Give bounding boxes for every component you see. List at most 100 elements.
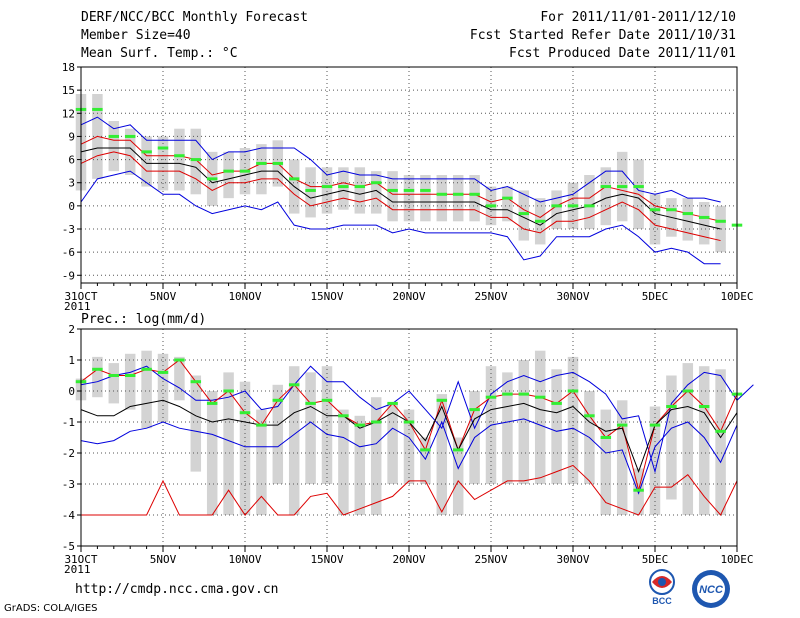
temp-box — [108, 121, 120, 172]
temp-xtick-label: 10DEC — [720, 290, 753, 303]
prec-box — [567, 356, 579, 484]
header-left: DERF/NCC/BCC Monthly Forecast Member Size… — [81, 9, 308, 63]
prec-ytick-label: -2 — [62, 447, 75, 460]
prec-box — [420, 437, 431, 484]
temp-box — [338, 167, 349, 210]
prec-ytick-label: 2 — [68, 323, 75, 336]
temp-ytick-label: 0 — [68, 200, 75, 213]
prec-box — [157, 353, 169, 422]
ncc-logo: NCC — [692, 570, 730, 608]
produced-date: Fcst Produced Date 2011/11/01 — [509, 46, 736, 61]
temp-envelope-low — [80, 170, 721, 265]
prec-box — [649, 406, 661, 515]
prec-box — [92, 356, 103, 398]
prec-box — [256, 409, 267, 515]
prec-box — [387, 403, 398, 484]
temp-box — [420, 175, 431, 222]
prec-box — [600, 409, 612, 515]
temp-ytick-label: 9 — [68, 130, 75, 143]
prec-box — [403, 409, 415, 484]
temp-box — [141, 136, 152, 187]
temp-box — [551, 190, 562, 229]
temp-ytick-label: 18 — [62, 61, 75, 74]
prec-box — [174, 356, 185, 401]
temp-box — [600, 167, 612, 226]
prec-box — [305, 372, 316, 484]
temp-xtick-sublabel: 2011 — [64, 300, 91, 313]
temp-xtick-label: 31OCT — [64, 290, 97, 303]
temp-box — [436, 175, 448, 222]
prec-box — [616, 400, 628, 515]
prec-ytick-label: 0 — [68, 385, 75, 398]
temp-ytick-label: 15 — [62, 84, 75, 97]
temp-xtick-label: 20NOV — [392, 290, 425, 303]
prec-box — [206, 391, 218, 515]
temp-box — [256, 144, 267, 195]
prec-envelope-low — [80, 418, 738, 495]
forecast-period: For 2011/11/01-2011/12/10 — [540, 10, 736, 25]
prec-ytick-label: -5 — [62, 540, 75, 553]
temp-box — [698, 202, 710, 245]
temperature-label: Mean Surf. Temp.: °C — [81, 46, 238, 61]
temp-ytick-label: 12 — [62, 107, 75, 120]
prec-band-low — [81, 464, 738, 516]
prec-xtick-label: 20NOV — [392, 553, 425, 566]
temp-ytick-label: -9 — [62, 269, 75, 282]
prec-xtick-label: 10NOV — [228, 553, 261, 566]
temp-ytick-label: 6 — [68, 154, 75, 167]
prec-box — [354, 415, 366, 515]
prec-xtick-label: 5NOV — [150, 553, 177, 566]
prec-box — [698, 366, 710, 515]
prec-xtick-label: 25NOV — [474, 553, 507, 566]
prec-box — [124, 353, 136, 410]
temp-xtick-label: 10NOV — [228, 290, 261, 303]
grads-credit: GrADS: COLA/IGES — [4, 603, 98, 614]
temp-xtick-label: 5NOV — [150, 290, 177, 303]
bcc-logo: BCC — [649, 569, 675, 606]
bcc-logo-text: BCC — [652, 596, 672, 606]
prec-box — [108, 363, 120, 404]
prec-xtick-label: 30NOV — [556, 553, 589, 566]
temp-xtick-label: 30NOV — [556, 290, 589, 303]
temp-box — [124, 128, 136, 175]
temp-box — [452, 175, 464, 222]
prec-box — [534, 350, 546, 484]
temp-ensemble-mean — [80, 147, 721, 230]
temp-xtick-label: 5DEC — [642, 290, 669, 303]
temp-box — [387, 171, 398, 222]
footer-url[interactable]: http://cmdp.ncc.cma.gov.cn — [75, 582, 279, 597]
prec-box — [715, 369, 726, 515]
prec-ytick-label: -4 — [62, 509, 76, 522]
prec-xtick-sublabel: 2011 — [64, 563, 91, 576]
temp-box — [682, 198, 694, 241]
prec-ytick-label: -3 — [62, 478, 75, 491]
temp-box — [321, 167, 333, 214]
prec-box — [338, 409, 349, 515]
temp-xtick-label: 15NOV — [310, 290, 343, 303]
header-right: For 2011/11/01-2011/12/10 Fcst Started Re… — [470, 9, 736, 63]
temp-box — [354, 167, 366, 214]
prec-title: Prec.: log(mm/d) — [81, 312, 206, 327]
start-date: Fcst Started Refer Date 2011/10/31 — [469, 28, 736, 43]
temp-ytick-label: -3 — [62, 223, 75, 236]
prec-box — [682, 363, 694, 515]
prec-box — [239, 381, 251, 515]
prec-box — [288, 366, 300, 515]
temp-box — [190, 128, 202, 195]
temp-box — [223, 151, 234, 199]
forecast-title: DERF/NCC/BCC Monthly Forecast — [81, 10, 308, 25]
prec-box — [666, 375, 677, 500]
temp-box — [370, 171, 382, 214]
prec-box — [370, 397, 382, 515]
temp-band-low — [80, 151, 721, 242]
prec-box — [141, 350, 152, 429]
temp-envelope-high — [80, 116, 721, 203]
temp-box — [469, 175, 480, 222]
temp-xtick-label: 25NOV — [474, 290, 507, 303]
prec-xtick-label: 15NOV — [310, 553, 343, 566]
ncc-logo-text: NCC — [699, 584, 724, 596]
temp-box — [502, 186, 513, 222]
temp-box — [518, 190, 530, 241]
